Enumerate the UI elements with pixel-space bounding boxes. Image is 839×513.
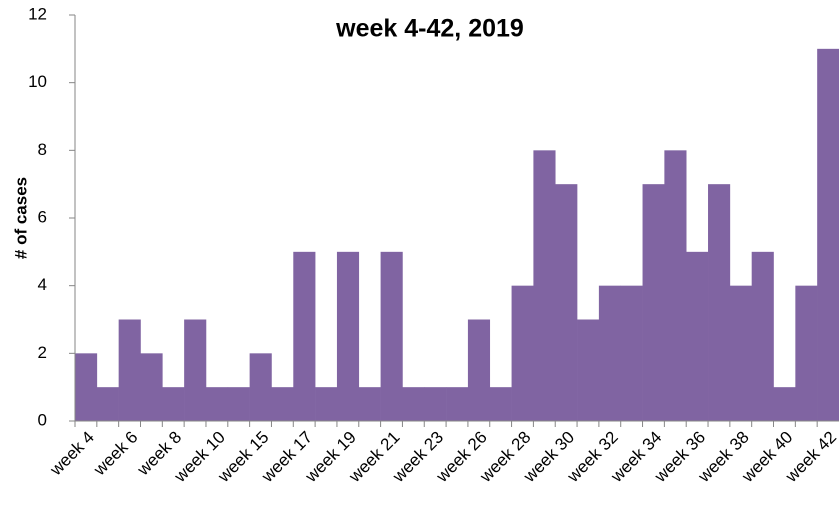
bar	[773, 387, 796, 421]
bar	[271, 387, 294, 421]
y-tick-label: 8	[38, 140, 47, 159]
bar	[140, 353, 163, 421]
bar	[75, 353, 98, 421]
y-axis-label: # of cases	[11, 177, 30, 259]
bar	[184, 319, 207, 421]
bar	[227, 387, 250, 421]
bar	[817, 48, 839, 421]
bar	[380, 251, 403, 421]
bar	[664, 150, 687, 422]
bar	[446, 387, 469, 421]
bar	[489, 387, 512, 421]
bar	[249, 353, 272, 421]
y-tick-label: 2	[38, 343, 47, 362]
bar	[511, 285, 534, 421]
bar	[555, 184, 578, 421]
bar	[96, 387, 119, 421]
y-tick-label: 4	[38, 275, 47, 294]
bar	[686, 251, 709, 421]
bar	[620, 285, 643, 421]
bar	[402, 387, 425, 421]
bar	[205, 387, 229, 421]
bar	[708, 184, 731, 421]
y-tick-label: 12	[28, 4, 47, 23]
bar	[315, 387, 338, 421]
chart-title: week 4-42, 2019	[335, 15, 524, 43]
bar	[467, 319, 491, 421]
bar	[162, 387, 185, 421]
bar	[598, 285, 622, 421]
y-tick-label: 6	[38, 207, 47, 226]
bar	[533, 150, 556, 422]
bar	[118, 319, 141, 421]
bar	[577, 319, 600, 421]
y-tick-label: 0	[38, 410, 47, 429]
bar	[729, 285, 752, 421]
bar	[795, 285, 818, 421]
y-tick-label: 10	[28, 72, 47, 91]
bar	[293, 251, 316, 421]
bar	[336, 251, 360, 421]
bar	[751, 251, 774, 421]
x-tick-label: week 6	[89, 428, 141, 480]
x-tick-label: week 4	[46, 428, 98, 480]
bar	[642, 184, 665, 421]
bar	[424, 387, 447, 421]
bar	[358, 387, 381, 421]
